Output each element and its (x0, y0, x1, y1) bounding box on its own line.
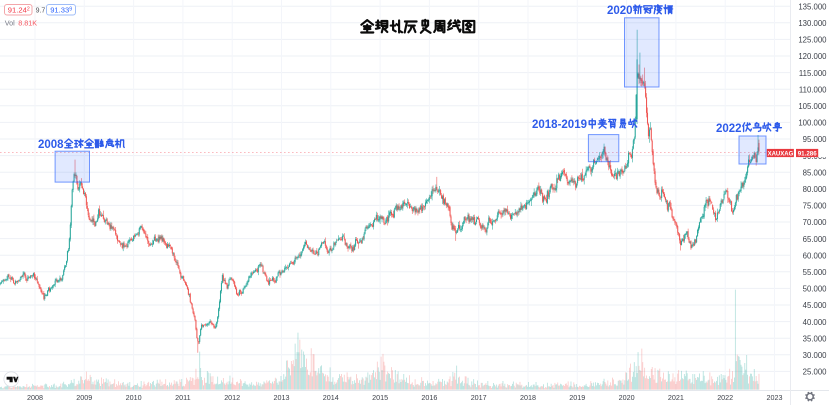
svg-text:135.000: 135.000 (798, 2, 827, 11)
svg-text:2021: 2021 (668, 393, 684, 402)
svg-text:2008: 2008 (38, 139, 64, 151)
svg-text:2022: 2022 (717, 393, 733, 402)
svg-text:110.000: 110.000 (799, 85, 827, 94)
svg-text:2012: 2012 (224, 393, 240, 402)
svg-text:2023: 2023 (767, 393, 783, 402)
svg-text:2014: 2014 (323, 393, 339, 402)
svg-text:2018: 2018 (520, 393, 536, 402)
svg-text:125.000: 125.000 (798, 36, 827, 45)
svg-text:130.000: 130.000 (798, 19, 827, 28)
svg-text:30.000: 30.000 (803, 351, 828, 360)
svg-text:2016: 2016 (421, 393, 437, 402)
svg-text:35.000: 35.000 (803, 334, 828, 343)
svg-text:40.000: 40.000 (803, 318, 828, 327)
svg-text:Vol: Vol (5, 18, 15, 27)
svg-text:2013: 2013 (274, 393, 290, 402)
svg-text:90.000: 90.000 (803, 152, 828, 161)
svg-text:105.000: 105.000 (798, 102, 827, 111)
svg-text:45.000: 45.000 (803, 301, 828, 310)
svg-text:9.7: 9.7 (36, 7, 46, 14)
svg-text:2018-2019: 2018-2019 (532, 119, 587, 131)
svg-text:2020: 2020 (619, 393, 635, 402)
svg-text:2020: 2020 (607, 5, 633, 17)
svg-text:85.000: 85.000 (803, 168, 828, 177)
svg-text:60.000: 60.000 (803, 251, 828, 260)
svg-text:91.339: 91.339 (50, 5, 72, 14)
svg-text:2017: 2017 (471, 393, 487, 402)
svg-text:2019: 2019 (569, 393, 585, 402)
svg-text:2011: 2011 (175, 393, 190, 402)
svg-text:80.000: 80.000 (803, 185, 828, 194)
svg-text:25.000: 25.000 (803, 368, 828, 377)
svg-text:65.000: 65.000 (803, 235, 828, 244)
svg-text:70.000: 70.000 (803, 218, 828, 227)
svg-text:2009: 2009 (76, 393, 92, 402)
svg-text:75.000: 75.000 (803, 202, 828, 211)
svg-text:2010: 2010 (126, 393, 142, 402)
svg-text:95.000: 95.000 (803, 135, 828, 144)
svg-text:91.242: 91.242 (8, 5, 30, 14)
svg-text:2015: 2015 (372, 393, 388, 402)
svg-text:XAUXAG: XAUXAG (768, 151, 794, 157)
svg-text:2022: 2022 (716, 123, 742, 135)
svg-text:8.81K: 8.81K (18, 18, 37, 27)
svg-text:2008: 2008 (27, 393, 43, 402)
svg-text:91.286: 91.286 (798, 151, 817, 158)
svg-text:120.000: 120.000 (798, 52, 827, 61)
svg-text:115.000: 115.000 (799, 69, 827, 78)
svg-text:50.000: 50.000 (803, 285, 828, 294)
svg-text:55.000: 55.000 (803, 268, 828, 277)
svg-text:100.000: 100.000 (798, 119, 827, 128)
